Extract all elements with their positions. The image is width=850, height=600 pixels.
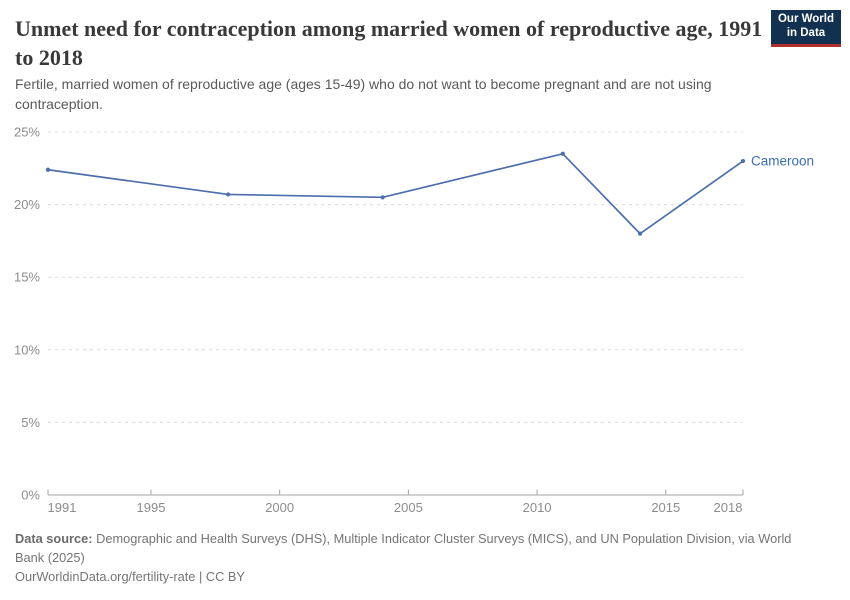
x-tick-label: 2005 — [394, 500, 423, 515]
owid-logo-line2: in Data — [786, 27, 826, 39]
data-point — [226, 192, 231, 197]
series-end-label: Cameroon — [751, 154, 814, 169]
owid-logo[interactable]: Our World in Data — [771, 10, 841, 47]
x-axis — [47, 489, 744, 496]
y-tick-label: 15% — [14, 270, 40, 285]
x-tick-label: 2015 — [651, 500, 680, 515]
y-tick-label: 0% — [21, 488, 40, 503]
license-link[interactable]: OurWorldinData.org/fertility-rate | CC B… — [15, 569, 245, 584]
data-point — [740, 158, 746, 164]
data-points — [45, 151, 746, 236]
x-tick-label: 2010 — [523, 500, 552, 515]
data-source-text: Demographic and Health Surveys (DHS), Mu… — [15, 531, 792, 565]
y-gridlines — [48, 131, 743, 423]
owid-logo-line1: Our World — [777, 13, 834, 26]
data-point — [45, 167, 51, 172]
chart-subtitle: Fertile, married women of reproductive a… — [15, 76, 712, 113]
data-point — [560, 151, 565, 156]
chart-title: Unmet need for contraception among marri… — [15, 16, 763, 71]
x-tick-label: 2018 — [714, 500, 743, 515]
x-axis-labels: 1991 1995 2000 2005 2010 2015 2018 — [48, 500, 743, 515]
y-axis-labels: 0% 5% 10% 15% 20% 25% — [14, 125, 40, 503]
data-source-note: Data source: Demographic and Health Surv… — [15, 530, 820, 567]
y-tick-label: 20% — [14, 197, 40, 212]
x-tick-label: 1991 — [48, 500, 77, 515]
trend-line — [47, 152, 744, 235]
y-tick-label: 25% — [14, 125, 40, 140]
x-tick-label: 2000 — [265, 500, 294, 515]
data-point — [380, 195, 385, 200]
x-tick-label: 1995 — [137, 500, 166, 515]
y-tick-label: 10% — [14, 342, 40, 357]
y-tick-label: 5% — [21, 415, 40, 430]
data-source-label: Data source: — [15, 531, 93, 546]
data-point — [637, 231, 643, 236]
